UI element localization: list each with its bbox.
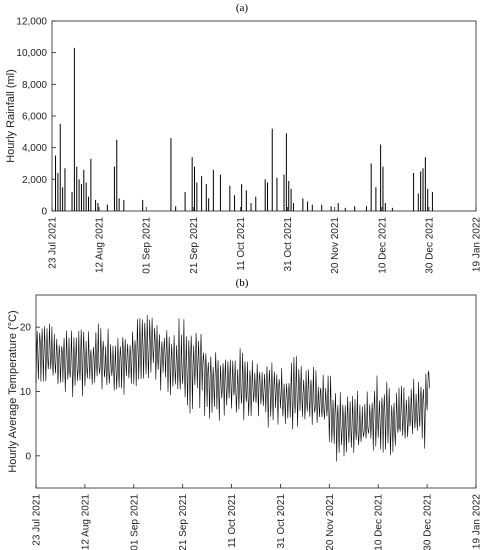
y-tick-label: 12,000 <box>16 17 47 28</box>
x-tick-label: 31 Oct 2021 <box>283 217 294 272</box>
x-tick-label: 30 Dec 2021 <box>423 494 434 550</box>
y-tick-label: 10 <box>20 387 32 398</box>
x-tick-label: 19 Jan 2022 <box>472 217 483 272</box>
x-tick-label: 21 Sep 2021 <box>189 217 200 274</box>
x-tick-label: 20 Nov 2021 <box>330 217 341 274</box>
y-tick-label: 0 <box>41 207 47 218</box>
x-tick-label: 01 Sep 2021 <box>142 217 153 274</box>
panel-b-title: (b) <box>235 277 249 289</box>
x-tick-label: 20 Nov 2021 <box>325 494 336 550</box>
x-tick-label: 11 Oct 2021 <box>236 217 247 271</box>
panel-a-title: (a) <box>235 2 249 14</box>
x-tick-label: 01 Sep 2021 <box>129 494 140 550</box>
y-tick-label: 6,000 <box>22 112 47 123</box>
temperature-chart: (b) 0 10 20 23 Jul 2021 12 Aug 2021 01 Sep 20… <box>0 275 484 550</box>
plot-frame <box>35 294 477 489</box>
x-tick-label: 30 Dec 2021 <box>424 217 435 274</box>
x-tick-label: 23 Jul 2021 <box>48 217 59 269</box>
rainfall-chart-svg: 0 2,000 4,000 6,000 8,000 10,000 12,000 23 Jul … <box>5 17 483 274</box>
x-tick-label: 31 Oct 2021 <box>276 494 287 549</box>
x-tick-label: 23 Jul 2021 <box>32 494 43 546</box>
y-tick-label: 0 <box>25 451 31 462</box>
x-tick-label: 11 Oct 2021 <box>227 494 238 548</box>
x-tick-label: 10 Dec 2021 <box>374 494 385 550</box>
y-tick-label: 8,000 <box>22 80 47 91</box>
y-axis-label: Hourly Rainfall (ml) <box>5 69 17 163</box>
x-tick-label: 21 Sep 2021 <box>178 494 189 550</box>
x-tick-label: 10 Dec 2021 <box>377 217 388 274</box>
x-tick-label: 12 Aug 2021 <box>95 217 106 274</box>
y-tick-label: 20 <box>20 323 32 334</box>
plot-frame <box>51 20 477 212</box>
rainfall-chart: (a) 0 2,000 4,000 6,000 8,000 10,000 12,000 23 … <box>5 2 483 274</box>
x-tick-label: 19 Jan 2022 <box>472 494 483 549</box>
y-tick-label: 2,000 <box>22 175 47 186</box>
temperature-chart-svg: 0 10 20 23 Jul 2021 12 Aug 2021 01 Sep 2021 21… <box>7 294 483 550</box>
y-tick-label: 4,000 <box>22 143 47 154</box>
y-tick-label: 10,000 <box>16 48 47 59</box>
y-axis-label: Hourly Average Temperature (°C) <box>7 310 19 472</box>
temperature-series-line <box>35 314 430 462</box>
x-tick-label: 12 Aug 2021 <box>80 494 91 550</box>
